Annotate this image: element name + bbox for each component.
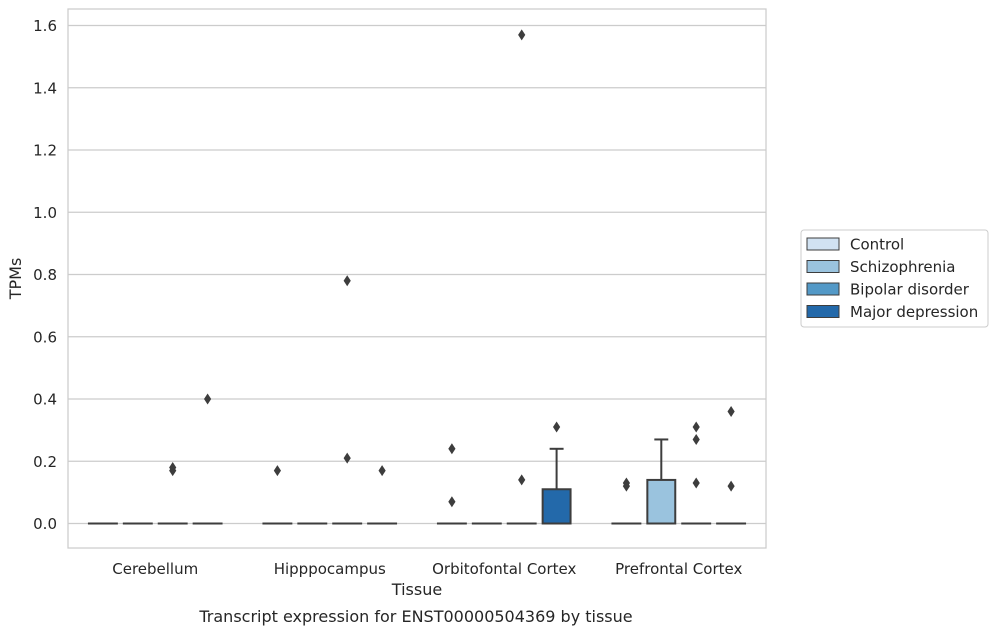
y-tick-label: 0.0 bbox=[33, 515, 57, 533]
box bbox=[647, 480, 675, 524]
legend-swatch bbox=[807, 306, 839, 318]
y-tick-label: 0.6 bbox=[33, 328, 57, 346]
box-group bbox=[508, 29, 536, 523]
x-axis-ticks: Cerebellum Hipppocampus Orbitofontal Corte… bbox=[112, 560, 742, 578]
box-group bbox=[647, 439, 675, 523]
x-tick-label: Prefrontal Cortex bbox=[615, 560, 742, 578]
y-tick-label: 0.4 bbox=[33, 391, 57, 409]
box-group bbox=[717, 406, 745, 524]
box-group bbox=[543, 422, 571, 524]
legend-label: Control bbox=[850, 236, 904, 254]
y-tick-label: 0.2 bbox=[33, 453, 57, 471]
y-tick-label: 1.0 bbox=[33, 204, 57, 222]
box-group bbox=[682, 422, 710, 524]
outlier-point bbox=[344, 275, 351, 286]
outlier-point bbox=[518, 29, 525, 40]
box-group bbox=[612, 478, 640, 524]
outlier-point bbox=[693, 422, 700, 433]
outlier-point bbox=[274, 465, 281, 476]
x-tick-label: Orbitofontal Cortex bbox=[432, 560, 576, 578]
y-tick-label: 1.2 bbox=[33, 142, 57, 160]
box-group bbox=[194, 394, 222, 524]
legend-swatch bbox=[807, 283, 839, 295]
outlier-point bbox=[344, 453, 351, 464]
y-axis-ticks: 0.0 0.2 0.4 0.6 0.8 1.0 1.2 1.4 1.6 bbox=[33, 17, 57, 533]
box-group bbox=[159, 462, 187, 524]
legend-label: Schizophrenia bbox=[850, 258, 955, 276]
legend-label: Bipolar disorder bbox=[850, 281, 970, 299]
y-tick-label: 1.6 bbox=[33, 17, 57, 35]
y-axis-label: TPMs bbox=[6, 258, 25, 301]
outlier-point bbox=[448, 443, 455, 454]
box-group bbox=[263, 465, 291, 523]
outlier-point bbox=[693, 478, 700, 489]
box-group bbox=[438, 443, 466, 523]
outlier-point bbox=[448, 496, 455, 507]
y-tick-label: 1.4 bbox=[33, 79, 57, 97]
outlier-point bbox=[379, 465, 386, 476]
legend-label: Major depression bbox=[850, 303, 978, 321]
legend-swatch bbox=[807, 261, 839, 273]
chart-title: Transcript expression for ENST0000050436… bbox=[198, 607, 632, 626]
legend-swatch bbox=[807, 238, 839, 250]
x-axis-label: Tissue bbox=[391, 580, 442, 599]
outlier-point bbox=[728, 481, 735, 492]
outlier-point bbox=[728, 406, 735, 417]
outlier-point bbox=[518, 474, 525, 485]
y-tick-label: 0.8 bbox=[33, 266, 57, 284]
outlier-point bbox=[693, 434, 700, 445]
outlier-point bbox=[204, 394, 211, 405]
x-tick-label: Hipppocampus bbox=[274, 560, 386, 578]
boxes bbox=[89, 29, 745, 523]
box-group bbox=[368, 465, 396, 523]
box bbox=[543, 489, 571, 523]
x-tick-label: Cerebellum bbox=[112, 560, 198, 578]
outlier-point bbox=[553, 422, 560, 433]
legend: Control Schizophrenia Bipolar disorder Majo… bbox=[801, 230, 988, 327]
